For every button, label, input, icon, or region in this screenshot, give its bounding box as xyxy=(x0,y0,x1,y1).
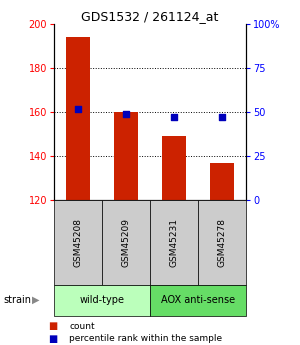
Point xyxy=(124,111,128,117)
Point xyxy=(172,115,176,120)
Text: GSM45231: GSM45231 xyxy=(169,218,178,267)
Text: GSM45208: GSM45208 xyxy=(74,218,82,267)
Text: ▶: ▶ xyxy=(32,295,40,305)
Bar xyxy=(210,163,234,200)
Point xyxy=(76,106,80,111)
Text: strain: strain xyxy=(3,295,31,305)
Text: GSM45209: GSM45209 xyxy=(122,218,130,267)
Title: GDS1532 / 261124_at: GDS1532 / 261124_at xyxy=(81,10,219,23)
Text: count: count xyxy=(69,322,94,331)
Bar xyxy=(162,136,186,200)
Bar xyxy=(114,112,138,200)
Bar xyxy=(66,37,90,200)
Text: wild-type: wild-type xyxy=(80,295,124,305)
Text: percentile rank within the sample: percentile rank within the sample xyxy=(69,334,222,343)
Text: GSM45278: GSM45278 xyxy=(218,218,226,267)
Text: ■: ■ xyxy=(48,321,57,331)
Point xyxy=(220,115,224,120)
Text: ■: ■ xyxy=(48,334,57,344)
Text: AOX anti-sense: AOX anti-sense xyxy=(161,295,235,305)
